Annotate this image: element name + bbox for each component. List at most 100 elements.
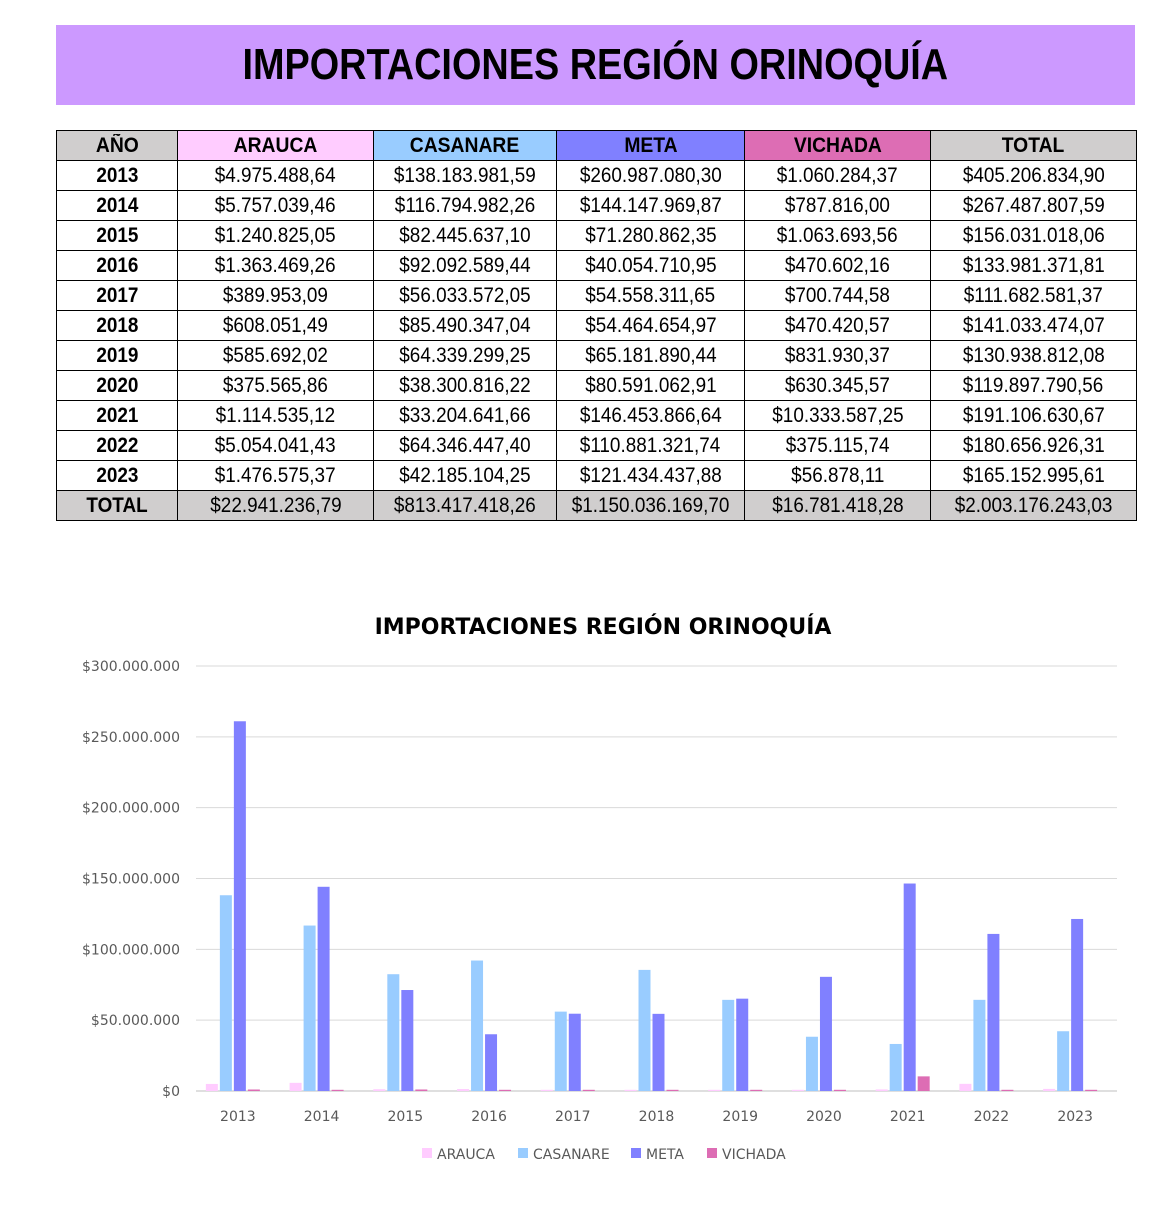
column-header-label: AÑO — [95, 133, 139, 157]
cell-text: $1.060.284,37 — [777, 163, 898, 187]
value-cell: $156.031.018,06 — [930, 220, 1137, 251]
bar-meta-2021 — [903, 883, 916, 1091]
cell-text: $80.591.062,91 — [584, 373, 717, 397]
value-cell: $54.464.654,97 — [556, 310, 745, 341]
value-cell: $608.051,49 — [177, 310, 374, 341]
imports-table: AÑO ARAUCA CASANARE META VICHADA TOTAL 2013 $4… — [56, 130, 1137, 521]
cell-text: $146.453.866,64 — [579, 403, 722, 427]
bar-arauca-2014 — [289, 1082, 302, 1091]
value-cell: $4.975.488,64 — [177, 160, 374, 191]
bar-vichada-2021 — [917, 1076, 930, 1091]
value-cell: $5.757.039,46 — [177, 190, 374, 221]
cell-text: $144.147.969,87 — [579, 193, 722, 217]
cell-text: 2017 — [95, 283, 139, 307]
y-tick-label: $200.000.000 — [82, 801, 180, 817]
bar-casanare-2019 — [722, 999, 735, 1091]
x-tick-label: 2022 — [974, 1109, 1010, 1125]
bar-arauca-2022 — [959, 1083, 972, 1091]
cell-text: $110.881.321,74 — [580, 433, 721, 457]
cell-text: $787.816,00 — [784, 193, 891, 217]
value-cell: $38.300.816,22 — [373, 370, 557, 401]
column-header-5: TOTAL — [930, 130, 1137, 161]
cell-text: $1.114.535,12 — [215, 403, 336, 427]
value-cell: $16.781.418,28 — [744, 490, 931, 521]
cell-text: $267.487.807,59 — [962, 193, 1105, 217]
value-cell: $1.114.535,12 — [177, 400, 374, 431]
cell-text: $375.565,86 — [222, 373, 329, 397]
imports-bar-chart: IMPORTACIONES REGIÓN ORINOQUÍA $0 $50.000.… — [82, 614, 1117, 1163]
y-tick-label: $300.000.000 — [82, 659, 180, 675]
value-cell: $121.434.437,88 — [556, 460, 745, 491]
cell-text: $33.204.641,66 — [399, 403, 531, 427]
value-cell: $165.152.995,61 — [930, 460, 1137, 491]
cell-text: 2023 — [95, 463, 139, 487]
bar-vichada-2016 — [499, 1089, 512, 1091]
column-header-1: ARAUCA — [177, 130, 374, 161]
bar-vichada-2014 — [331, 1089, 344, 1091]
value-cell: $1.363.469,26 — [177, 250, 374, 281]
cell-text: $56.033.572,05 — [399, 283, 531, 307]
x-tick-label: 2013 — [220, 1109, 256, 1125]
column-header-4: VICHADA — [744, 130, 931, 161]
bar-meta-2015 — [401, 990, 414, 1091]
x-tick-label: 2021 — [890, 1109, 926, 1125]
column-header-label: META — [623, 133, 678, 157]
cell-text: $116.794.982,26 — [394, 193, 536, 217]
table-row: 2019 $585.692,02 $64.339.299,25 $65.181.890… — [56, 340, 1137, 371]
value-cell: $144.147.969,87 — [556, 190, 745, 221]
value-cell: $700.744,58 — [744, 280, 931, 311]
cell-text: 2018 — [95, 313, 139, 337]
year-cell: 2021 — [56, 400, 178, 431]
value-cell: $831.930,37 — [744, 340, 931, 371]
legend-swatch-casanare — [518, 1148, 528, 1158]
cell-text: $405.206.834,90 — [962, 163, 1105, 187]
year-cell: 2019 — [56, 340, 178, 371]
value-cell: $375.565,86 — [177, 370, 374, 401]
column-header-label: VICHADA — [793, 133, 882, 157]
cell-text: $813.417.418,26 — [394, 493, 536, 517]
column-header-3: META — [556, 130, 745, 161]
cell-text: 2020 — [95, 373, 139, 397]
bar-casanare-2013 — [219, 895, 232, 1091]
column-header-label: CASANARE — [410, 133, 520, 157]
year-cell: 2017 — [56, 280, 178, 311]
x-tick-label: 2018 — [639, 1109, 675, 1125]
cell-text: $82.445.637,10 — [399, 223, 531, 247]
cell-text: $389.953,09 — [222, 283, 329, 307]
table-row: 2018 $608.051,49 $85.490.347,04 $54.464.654… — [56, 310, 1137, 341]
cell-text: $22.941.236,79 — [209, 493, 342, 517]
value-cell: $65.181.890,44 — [556, 340, 745, 371]
value-cell: $33.204.641,66 — [373, 400, 557, 431]
value-cell: $10.333.587,25 — [744, 400, 931, 431]
legend-label-casanare: CASANARE — [533, 1147, 610, 1163]
cell-text: $54.464.654,97 — [584, 313, 717, 337]
cell-text: $470.602,16 — [784, 253, 891, 277]
bar-vichada-2013 — [247, 1089, 260, 1091]
value-cell: $2.003.176.243,03 — [930, 490, 1137, 521]
value-cell: $85.490.347,04 — [373, 310, 557, 341]
bar-casanare-2016 — [471, 960, 484, 1091]
table-row: 2023 $1.476.575,37 $42.185.104,25 $121.434.… — [56, 460, 1137, 491]
value-cell: $133.981.371,81 — [930, 250, 1137, 281]
legend-label-arauca: ARAUCA — [437, 1147, 495, 1163]
bar-meta-2020 — [819, 976, 832, 1091]
bar-meta-2019 — [736, 998, 749, 1091]
cell-text: $585.692,02 — [222, 343, 329, 367]
cell-text: $119.897.790,56 — [963, 373, 1104, 397]
total-row: TOTAL $22.941.236,79 $813.417.418,26 $1.150… — [56, 490, 1137, 521]
year-cell: TOTAL — [56, 490, 178, 521]
cell-text: $54.558.311,65 — [585, 283, 716, 307]
bar-casanare-2017 — [554, 1011, 567, 1091]
bar-casanare-2020 — [805, 1036, 818, 1091]
column-header-label: TOTAL — [1002, 133, 1065, 157]
cell-text: $191.106.630,67 — [962, 403, 1105, 427]
value-cell: $1.060.284,37 — [744, 160, 931, 191]
legend-swatch-meta — [631, 1148, 641, 1158]
value-cell: $1.240.825,05 — [177, 220, 374, 251]
bar-arauca-2019 — [708, 1089, 721, 1091]
value-cell: $787.816,00 — [744, 190, 931, 221]
year-cell: 2020 — [56, 370, 178, 401]
value-cell: $146.453.866,64 — [556, 400, 745, 431]
bar-vichada-2018 — [666, 1089, 679, 1091]
value-cell: $405.206.834,90 — [930, 160, 1137, 191]
